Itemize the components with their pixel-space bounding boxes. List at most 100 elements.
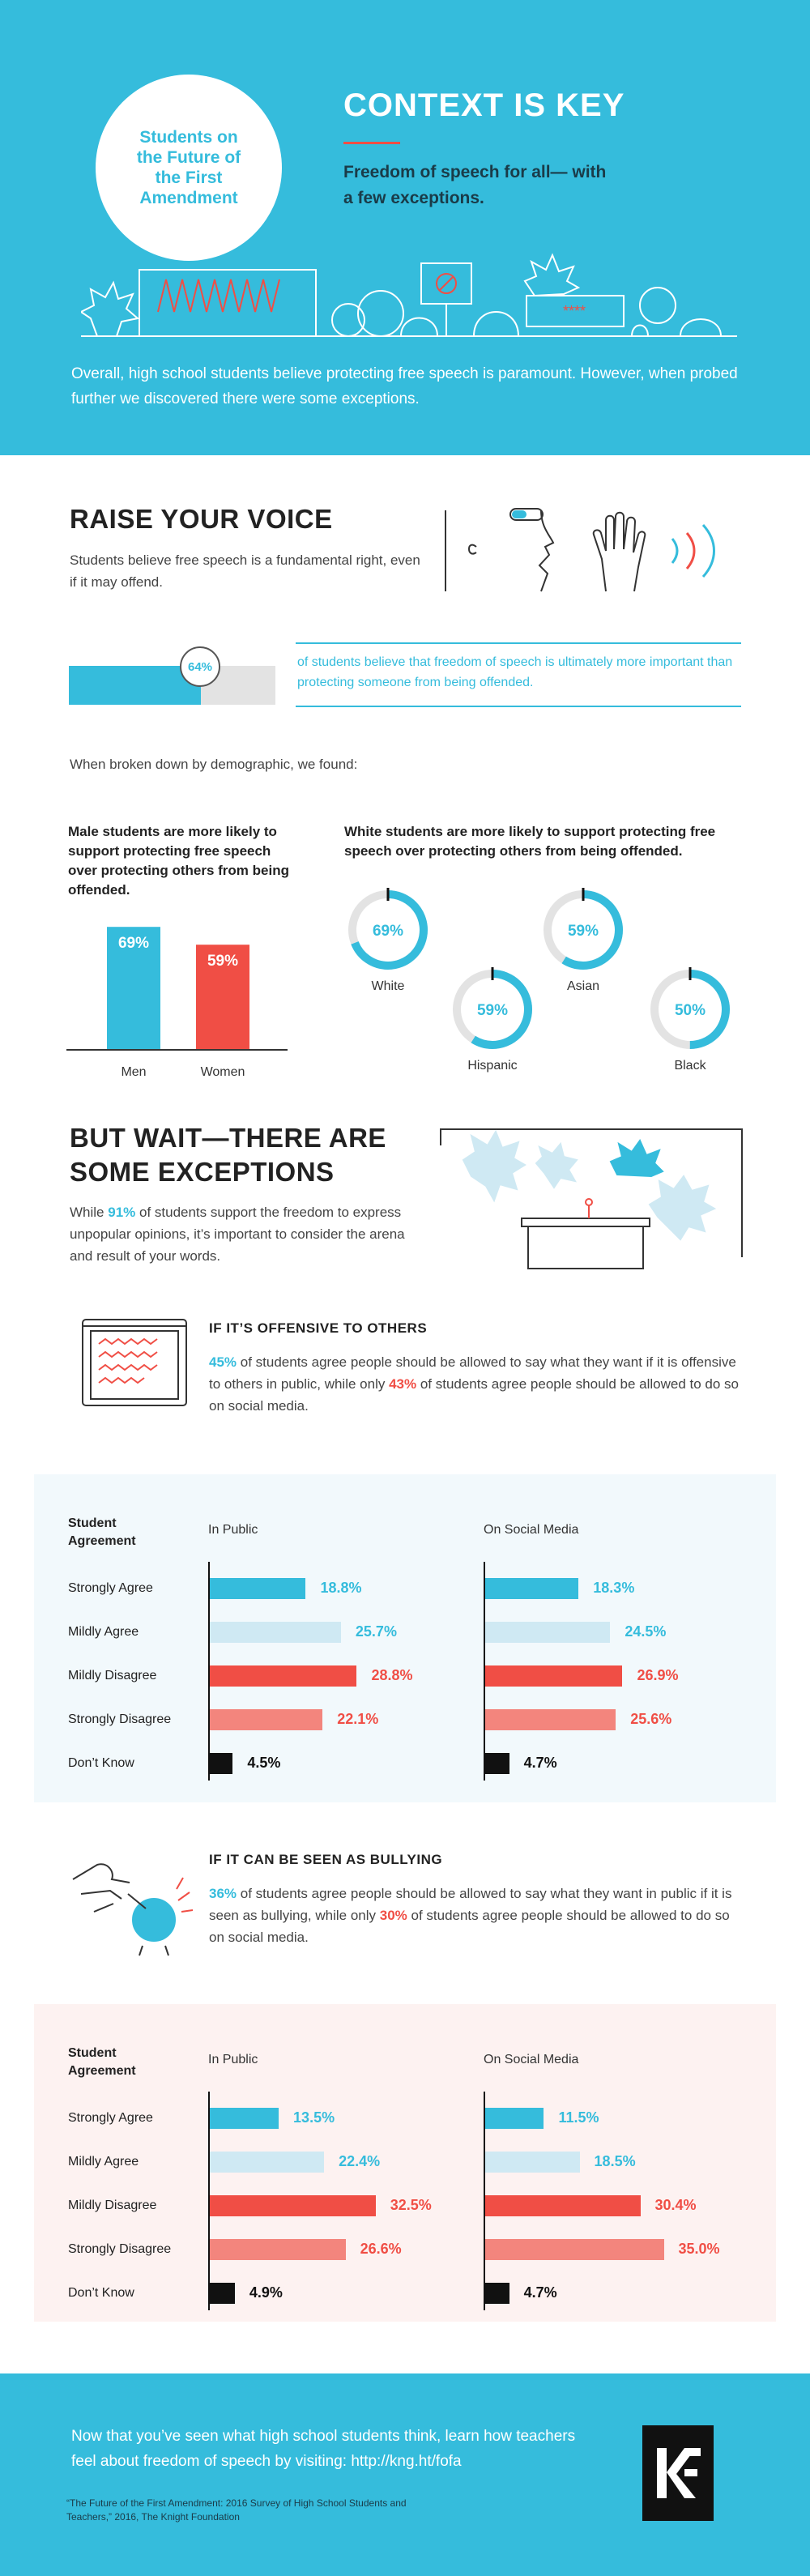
offensive-screen-icon (82, 1319, 187, 1406)
crowd-skyline-illustration: **** (81, 253, 737, 337)
exceptions-body: While 91% of students support the freedo… (70, 1201, 426, 1267)
bullying-text1: of students agree people should be allow… (209, 1886, 732, 1923)
agreement-bar (210, 1622, 341, 1643)
agreement-bar (485, 1709, 616, 1730)
race-donut-value: 50% (675, 1002, 706, 1019)
agreement-bar-value: 18.8% (320, 1580, 362, 1596)
agreement-bar-value: 30.4% (654, 2197, 697, 2213)
table-row-header: Student Agreement (68, 1516, 136, 1548)
agreement-bar (485, 2195, 641, 2216)
table-row-label: Strongly Agree (68, 1581, 153, 1595)
agreement-bar (210, 1578, 306, 1599)
gender-bar-value: 59% (207, 953, 238, 970)
offensive-agreement-table: Student Agreement In Public 18.8% 25.7% 28.8… (34, 1474, 776, 1802)
agreement-bar-value: 35.0% (678, 2241, 720, 2257)
bullying-hand-icon (72, 1863, 194, 1956)
footer-citation: “The Future of the First Amendment: 2016… (66, 2497, 407, 2523)
knight-foundation-logo (642, 2425, 714, 2521)
table-row-label: Mildly Disagree (68, 1669, 157, 1683)
table-axis (208, 1562, 210, 1781)
gender-bar-category: Men (121, 1065, 146, 1079)
table-row-label: Don’t Know (68, 2286, 134, 2300)
bullying-body: 36% of students agree people should be a… (209, 1883, 744, 1948)
race-donut-category: White (372, 979, 405, 993)
gender-bar-men (107, 927, 160, 1050)
raise-voice-body: Students believe free speech is a fundam… (70, 552, 420, 590)
agreement-bar-value: 24.5% (625, 1623, 667, 1640)
agreement-bar-value: 18.5% (594, 2153, 636, 2169)
offensive-text1: of students agree people should be allow… (209, 1354, 736, 1392)
race-chart-heading: White students are more likely to suppor… (344, 824, 716, 859)
agreement-bar-value: 13.5% (293, 2109, 335, 2126)
page-subtitle: Freedom of speech for all— with a few ex… (343, 163, 607, 207)
table-axis (484, 2092, 485, 2310)
table-axis (484, 1562, 485, 1781)
agreement-bar-value: 28.8% (371, 1667, 413, 1683)
table-row-label: Mildly Agree (68, 1625, 139, 1639)
free-speech-percent-fill (69, 666, 202, 705)
agreement-bar (210, 1753, 233, 1774)
exceptions-title-line1: BUT WAIT—THERE ARE (70, 1123, 386, 1153)
race-donut-category: Hispanic (467, 1059, 517, 1073)
gender-bar-chart: 69% Men 59% Women (66, 927, 288, 1079)
page-title: CONTEXT IS KEY (343, 87, 625, 123)
exceptions-body-post: of students support the freedom to expre… (70, 1205, 405, 1264)
agreement-bar (485, 2239, 664, 2260)
agreement-bar (210, 1709, 323, 1730)
offensive-text2: of students agree people should be allow… (209, 1376, 739, 1414)
gender-bar-women (196, 945, 249, 1050)
table-row-label: Don’t Know (68, 1756, 134, 1770)
speaking-face-icon (445, 508, 715, 592)
table-row-label: Strongly Disagree (68, 2242, 172, 2256)
gender-chart-heading: Male students are more likely to support… (68, 824, 289, 898)
agreement-bar (485, 1753, 509, 1774)
free-speech-percent-text: of students believe that freedom of spee… (296, 642, 741, 707)
gender-bar-category: Women (201, 1065, 245, 1079)
agreement-bar-value: 25.6% (630, 1711, 672, 1727)
demographic-intro: When broken down by demographic, we foun… (70, 757, 358, 772)
title-underline (343, 142, 400, 144)
agreement-bar-value: 22.4% (339, 2153, 381, 2169)
header-section: Students on the Future of the First Amen… (0, 0, 810, 455)
table-column-header: On Social Media (484, 1523, 579, 1537)
bullying-pct-public: 36% (209, 1886, 237, 1901)
agreement-bar (485, 1578, 579, 1599)
agreement-bar-value: 4.7% (523, 1755, 557, 1771)
table-row-label: Mildly Agree (68, 2155, 139, 2169)
svg-text:****: **** (563, 303, 586, 319)
podium-crowd-illustration (440, 1128, 743, 1269)
agreement-bar (210, 2283, 235, 2304)
footer-cta-text: Now that you’ve seen what high school st… (71, 2428, 576, 2470)
agreement-bar (485, 1622, 611, 1643)
table-row-label: Strongly Agree (68, 2111, 153, 2125)
agreement-bar-value: 18.3% (593, 1580, 635, 1596)
table-column-header: On Social Media (484, 2053, 579, 2066)
table-row-label: Strongly Disagree (68, 1712, 172, 1726)
bullying-pct-social: 30% (379, 1908, 407, 1923)
race-donut-charts: 69% White 59% Hispanic 59% Asian 50% Black (348, 888, 730, 1073)
agreement-bar-value: 22.1% (337, 1711, 379, 1727)
offensive-heading: IF IT’S OFFENSIVE TO OTHERS (209, 1320, 428, 1336)
badge-text: Students on the Future of the First Amen… (136, 128, 241, 207)
title-badge: Students on the Future of the First Amen… (96, 75, 282, 261)
agreement-bar (485, 2283, 509, 2304)
agreement-bar (485, 2152, 580, 2173)
bullying-agreement-table: Student Agreement In Public 13.5% 22.4% 32.5… (34, 2004, 776, 2322)
agreement-bar (210, 2152, 325, 2173)
bullying-text2: of students agree people should be allow… (209, 1908, 730, 1945)
table-row-header: Student Agreement (68, 2046, 136, 2078)
table-column-header: In Public (208, 2053, 258, 2066)
exceptions-title: BUT WAIT—THERE ARE SOME EXCEPTIONS (70, 1121, 386, 1189)
raise-voice-title: RAISE YOUR VOICE (70, 504, 333, 534)
table-axis (208, 2092, 210, 2310)
offensive-pct-social: 43% (389, 1376, 417, 1392)
agreement-bar (210, 2239, 346, 2260)
offensive-pct-public: 45% (209, 1354, 237, 1370)
race-donut-category: Black (674, 1059, 706, 1073)
agreement-bar (485, 1665, 623, 1687)
race-donut-value: 59% (477, 1002, 508, 1019)
agreement-bar (210, 1665, 357, 1687)
agreement-bar-value: 26.9% (637, 1667, 679, 1683)
footer-section: Now that you’ve seen what high school st… (0, 2373, 810, 2576)
